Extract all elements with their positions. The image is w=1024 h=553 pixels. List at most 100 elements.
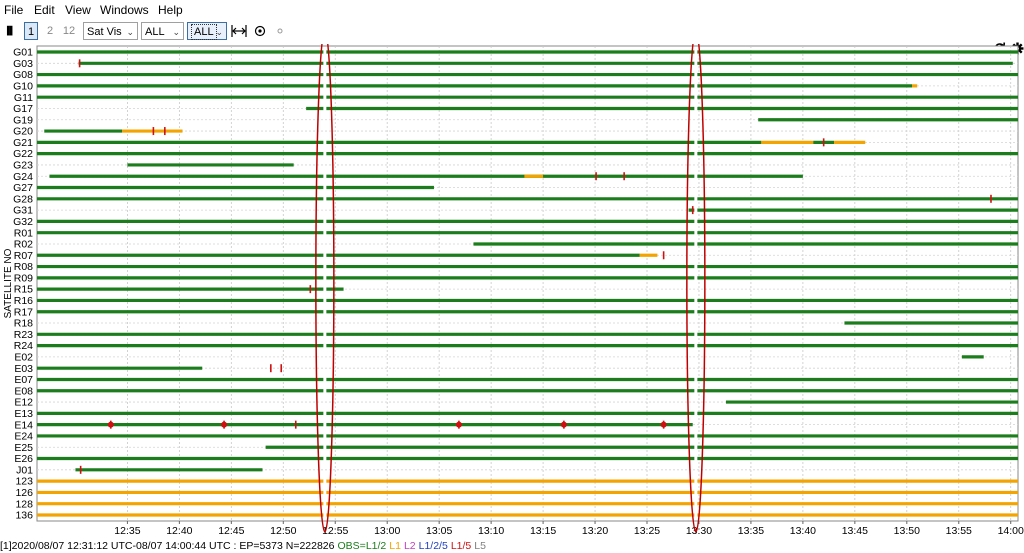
menu-edit[interactable]: Edit	[34, 3, 55, 17]
sat-sys-value: ALL	[145, 26, 165, 38]
status-l1: L1	[389, 540, 401, 552]
y-tick-label: E12	[14, 397, 33, 409]
y-tick-label: J01	[16, 464, 33, 476]
plot12-button[interactable]: 12	[62, 25, 76, 37]
y-tick-label: R09	[14, 272, 33, 284]
y-tick-label: E08	[14, 385, 33, 397]
y-tick-label: R02	[14, 239, 33, 251]
y-tick-label: E26	[14, 453, 33, 465]
status-summary: [1]2020/08/07 12:31:12 UTC-08/07 14:00:4…	[0, 540, 335, 552]
slip-dot	[455, 421, 462, 428]
x-tick-label: 14:00	[998, 525, 1024, 537]
chevron-down-icon: ⌄	[126, 27, 134, 37]
target-icon[interactable]	[253, 22, 267, 40]
freq-value: ALL	[191, 24, 217, 40]
x-tick-label: 12:55	[322, 525, 348, 537]
menu-file[interactable]: File	[4, 3, 24, 17]
y-tick-label: R07	[14, 250, 33, 262]
y-tick-label: R15	[14, 284, 33, 296]
satellite-visibility-plot[interactable]: 12:35 12:40 12:45 12:50 12:55 13:00 13:05 13:10…	[0, 29, 1024, 540]
y-tick-label: 126	[15, 487, 33, 499]
y-tick-label: R01	[14, 227, 33, 239]
x-tick-label: 13:55	[946, 525, 972, 537]
plot-type-value: Sat Vis	[87, 26, 122, 38]
y-tick-label: R18	[14, 318, 33, 330]
y-tick-label: G19	[13, 114, 33, 126]
y-tick-label: G17	[13, 103, 33, 115]
x-tick-label: 12:35	[114, 525, 140, 537]
y-tick-label: G24	[13, 171, 33, 183]
y-tick-label: E24	[14, 431, 33, 443]
pause-button[interactable]: ▐▌	[4, 26, 16, 35]
slip-dot	[221, 421, 228, 428]
y-tick-label: R23	[14, 329, 33, 341]
y-tick-label: 136	[15, 510, 33, 522]
x-tick-label: 13:25	[634, 525, 660, 537]
x-tick-label: 12:50	[270, 525, 296, 537]
satellite-system-select[interactable]: ALL ⌄	[141, 22, 184, 40]
x-tick-label: 13:10	[478, 525, 504, 537]
y-tick-label: G22	[13, 148, 33, 160]
status-bar: [1]2020/08/07 12:31:12 UTC-08/07 14:00:4…	[0, 540, 1024, 553]
x-tick-label: 13:35	[738, 525, 764, 537]
y-axis-label: SATELLITE NO	[3, 248, 14, 318]
x-tick-label: 12:40	[166, 525, 192, 537]
y-tick-label: R24	[14, 340, 33, 352]
y-tick-label: G10	[13, 80, 33, 92]
x-tick-label: 13:50	[894, 525, 920, 537]
frequency-select[interactable]: ALL ⌄	[187, 22, 227, 40]
horizontal-fit-icon[interactable]	[231, 22, 247, 40]
plot2-button[interactable]: 2	[46, 25, 54, 37]
y-tick-label: G08	[13, 69, 33, 81]
x-tick-label: 13:15	[530, 525, 556, 537]
status-l12: L1/2	[365, 540, 387, 552]
toolbar: ▐▌ 1 2 12 Sat Vis⌄ ALL⌄ ALL⌄ ✕	[0, 20, 1024, 57]
chevron-down-icon: ⌄	[172, 27, 180, 37]
plot-type-select[interactable]: Sat Vis ⌄	[83, 22, 138, 40]
y-tick-label: G23	[13, 160, 33, 172]
status-l2: L2	[403, 540, 416, 552]
y-tick-label: R16	[14, 295, 33, 307]
y-tick-label: E25	[14, 442, 33, 454]
y-tick-label: G32	[13, 216, 33, 228]
slip-dot	[660, 421, 667, 428]
y-tick-label: G01	[13, 47, 33, 59]
x-tick-label: 13:30	[686, 525, 712, 537]
y-tick-label: E14	[14, 419, 33, 431]
menu-windows[interactable]: Windows	[100, 3, 149, 17]
status-obs: OBS=	[337, 540, 366, 552]
chart-svg: 12:35 12:40 12:45 12:50 12:55 13:00 13:05 13:10…	[3, 29, 1024, 537]
y-tick-label: E03	[14, 363, 33, 375]
status-l15: L1/5	[450, 540, 472, 552]
menu-bar: File Edit View Windows Help	[0, 0, 1024, 20]
slip-dot	[107, 421, 114, 428]
x-tick-label: 13:00	[374, 525, 400, 537]
menu-help[interactable]: Help	[158, 3, 183, 17]
y-tick-label: E02	[14, 352, 33, 364]
y-tick-label: R08	[14, 261, 33, 273]
x-tick-label: 13:40	[790, 525, 816, 537]
x-tick-label: 12:45	[218, 525, 244, 537]
y-tick-label: R17	[14, 306, 33, 318]
menu-view[interactable]: View	[65, 3, 91, 17]
y-tick-label: G31	[13, 205, 33, 217]
x-tick-label: 13:45	[842, 525, 868, 537]
plot-frame	[36, 45, 1019, 522]
y-tick-label: G27	[13, 182, 33, 194]
y-tick-label: G28	[13, 193, 33, 205]
y-tick-label: 123	[15, 476, 33, 488]
y-tick-label: E07	[14, 374, 33, 386]
point-icon[interactable]	[274, 22, 286, 40]
x-tick-label: 13:20	[582, 525, 608, 537]
y-tick-label: E13	[14, 408, 33, 420]
y-tick-label: G11	[14, 92, 33, 104]
x-tick-label: 13:05	[426, 525, 452, 537]
y-tick-label: G03	[13, 58, 33, 70]
plot1-button[interactable]: 1	[24, 22, 38, 40]
status-l125: L1/2/5	[418, 540, 448, 552]
y-tick-label: 128	[15, 498, 33, 510]
y-tick-label: G20	[13, 126, 33, 138]
y-tick-label: G21	[13, 137, 33, 149]
status-l5: L5	[474, 540, 486, 552]
slip-dot	[560, 421, 567, 428]
